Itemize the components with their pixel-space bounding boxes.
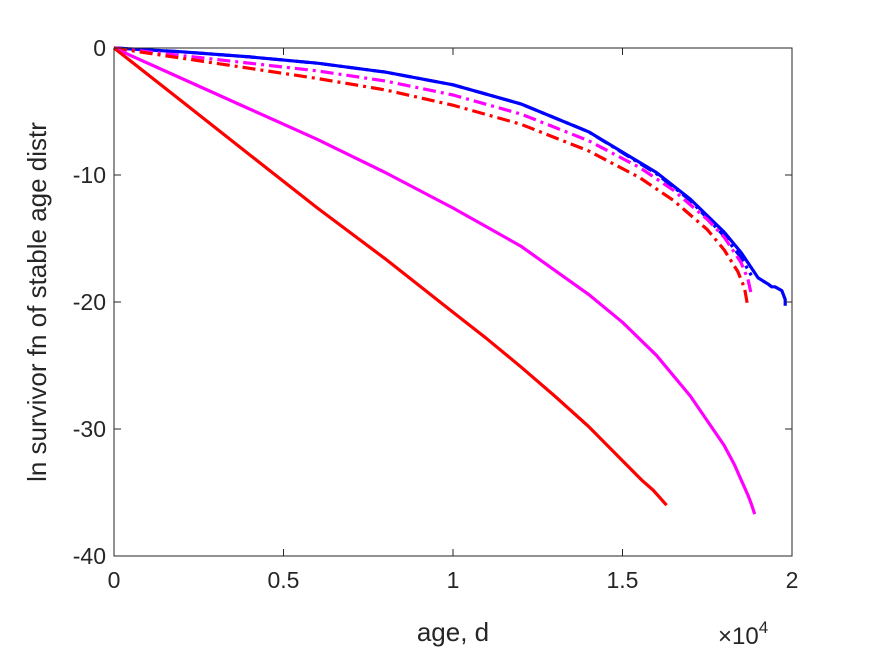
y-tick-label-3: -30 xyxy=(73,416,106,442)
y-tick-label-0: 0 xyxy=(93,35,106,61)
series-line-6 xyxy=(113,46,668,507)
series-line-4 xyxy=(113,46,750,308)
y-tick-label-2: -20 xyxy=(73,289,106,315)
plot-background xyxy=(114,48,792,556)
x-axis-exponent-power: 4 xyxy=(759,618,768,637)
y-tick-label-4: -40 xyxy=(73,543,106,569)
y-axis-label: ln survivor fn of stable age distr xyxy=(22,122,52,482)
x-axis-exponent: ×104 xyxy=(718,618,768,650)
x-tick-label-4: 2 xyxy=(786,567,799,593)
x-axis-label: age, d xyxy=(417,617,489,647)
x-tick-label-3: 1.5 xyxy=(607,567,639,593)
series-line-5 xyxy=(113,46,757,515)
y-tick-label-1: -10 xyxy=(73,162,106,188)
ticks-layer: 0 0.5 1 1.5 2 0 -10 -20 -30 -40 xyxy=(73,35,799,593)
x-tick-label-2: 1 xyxy=(447,567,460,593)
x-axis-exponent-base: ×10 xyxy=(718,623,759,650)
series-line-3 xyxy=(113,46,753,295)
x-tick-label-1: 0.5 xyxy=(268,567,300,593)
x-tick-label-0: 0 xyxy=(108,567,121,593)
series-layer xyxy=(113,46,787,515)
